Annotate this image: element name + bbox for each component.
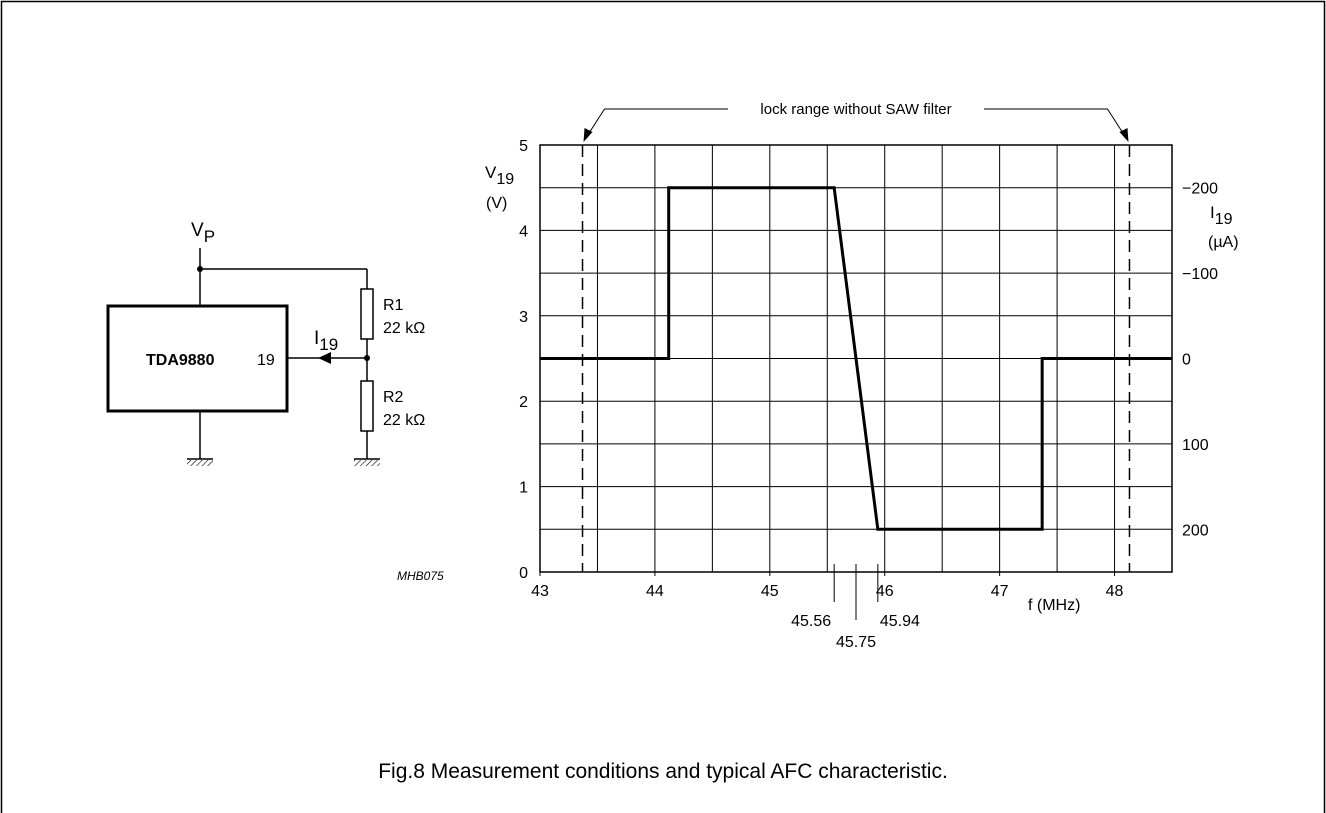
r2-ground-hatch — [354, 460, 380, 466]
y-tick-label: 3 — [519, 309, 528, 326]
series-layer — [540, 186, 1172, 531]
x-tick-label: 43 — [531, 583, 549, 600]
figure-code: MHB075 — [397, 569, 444, 583]
x-tick-label: 46 — [876, 583, 894, 600]
y2-axis-title: I19 — [1210, 203, 1233, 228]
circuit-diagram: VP TDA9880 19 R1 22 kΩ I19 R2 22 kΩ — [106, 220, 425, 466]
current-arrow — [318, 352, 331, 364]
marker-label: 45.94 — [880, 613, 920, 630]
y2-tick-label: 100 — [1182, 437, 1209, 454]
y2-tick-label: −100 — [1182, 266, 1218, 283]
y2-tick-label: 200 — [1182, 522, 1209, 539]
y-axis-unit: (V) — [486, 195, 507, 212]
r2-value: 22 kΩ — [383, 412, 425, 429]
lock-range-annotation: lock range without SAW filter — [581, 101, 1131, 572]
r1-name: R1 — [383, 297, 404, 314]
lock-range-label: lock range without SAW filter — [760, 101, 951, 118]
ic-label: TDA9880 — [146, 352, 215, 369]
x-tick-label: 48 — [1106, 583, 1124, 600]
afc-chart: lock range without SAW filter 43 44 45 46 47… — [485, 101, 1239, 651]
figure-caption: Fig.8 Measurement conditions and typical… — [378, 760, 948, 783]
marker-label: 45.56 — [791, 613, 831, 630]
r2-resistor — [360, 380, 374, 432]
current-label: I19 — [314, 328, 338, 354]
x-tick-label: 45 — [761, 583, 779, 600]
y-tick-label: 5 — [519, 138, 528, 155]
y-axis-title: V19 — [485, 163, 514, 188]
y-tick-label: 2 — [519, 394, 528, 411]
y-tick-label: 4 — [519, 223, 528, 240]
chart-grid — [539, 145, 1172, 576]
lock-arrow-right — [1119, 128, 1129, 142]
r2-name: R2 — [383, 389, 404, 406]
supply-label: VP — [191, 220, 215, 246]
y-tick-label: 0 — [519, 565, 528, 582]
y2-tick-label: −200 — [1182, 181, 1218, 198]
x-axis-title: f (MHz) — [1028, 597, 1080, 614]
x-tick-label: 44 — [646, 583, 664, 600]
y-tick-label: 1 — [519, 480, 528, 497]
y2-axis-unit: (µA) — [1208, 234, 1239, 251]
lock-arrow-left — [583, 128, 593, 142]
y2-tick-label: 0 — [1182, 352, 1191, 369]
lock-bracket-right — [984, 108, 1126, 138]
r1-value: 22 kΩ — [383, 320, 425, 337]
marker-label: 45.75 — [836, 634, 876, 651]
lock-bracket-left — [586, 108, 728, 138]
r1-resistor — [360, 288, 374, 340]
afc-curve — [540, 186, 1172, 531]
x-tick-label: 47 — [991, 583, 1009, 600]
pin-label: 19 — [257, 352, 275, 369]
ic-ground-hatch — [187, 460, 213, 466]
